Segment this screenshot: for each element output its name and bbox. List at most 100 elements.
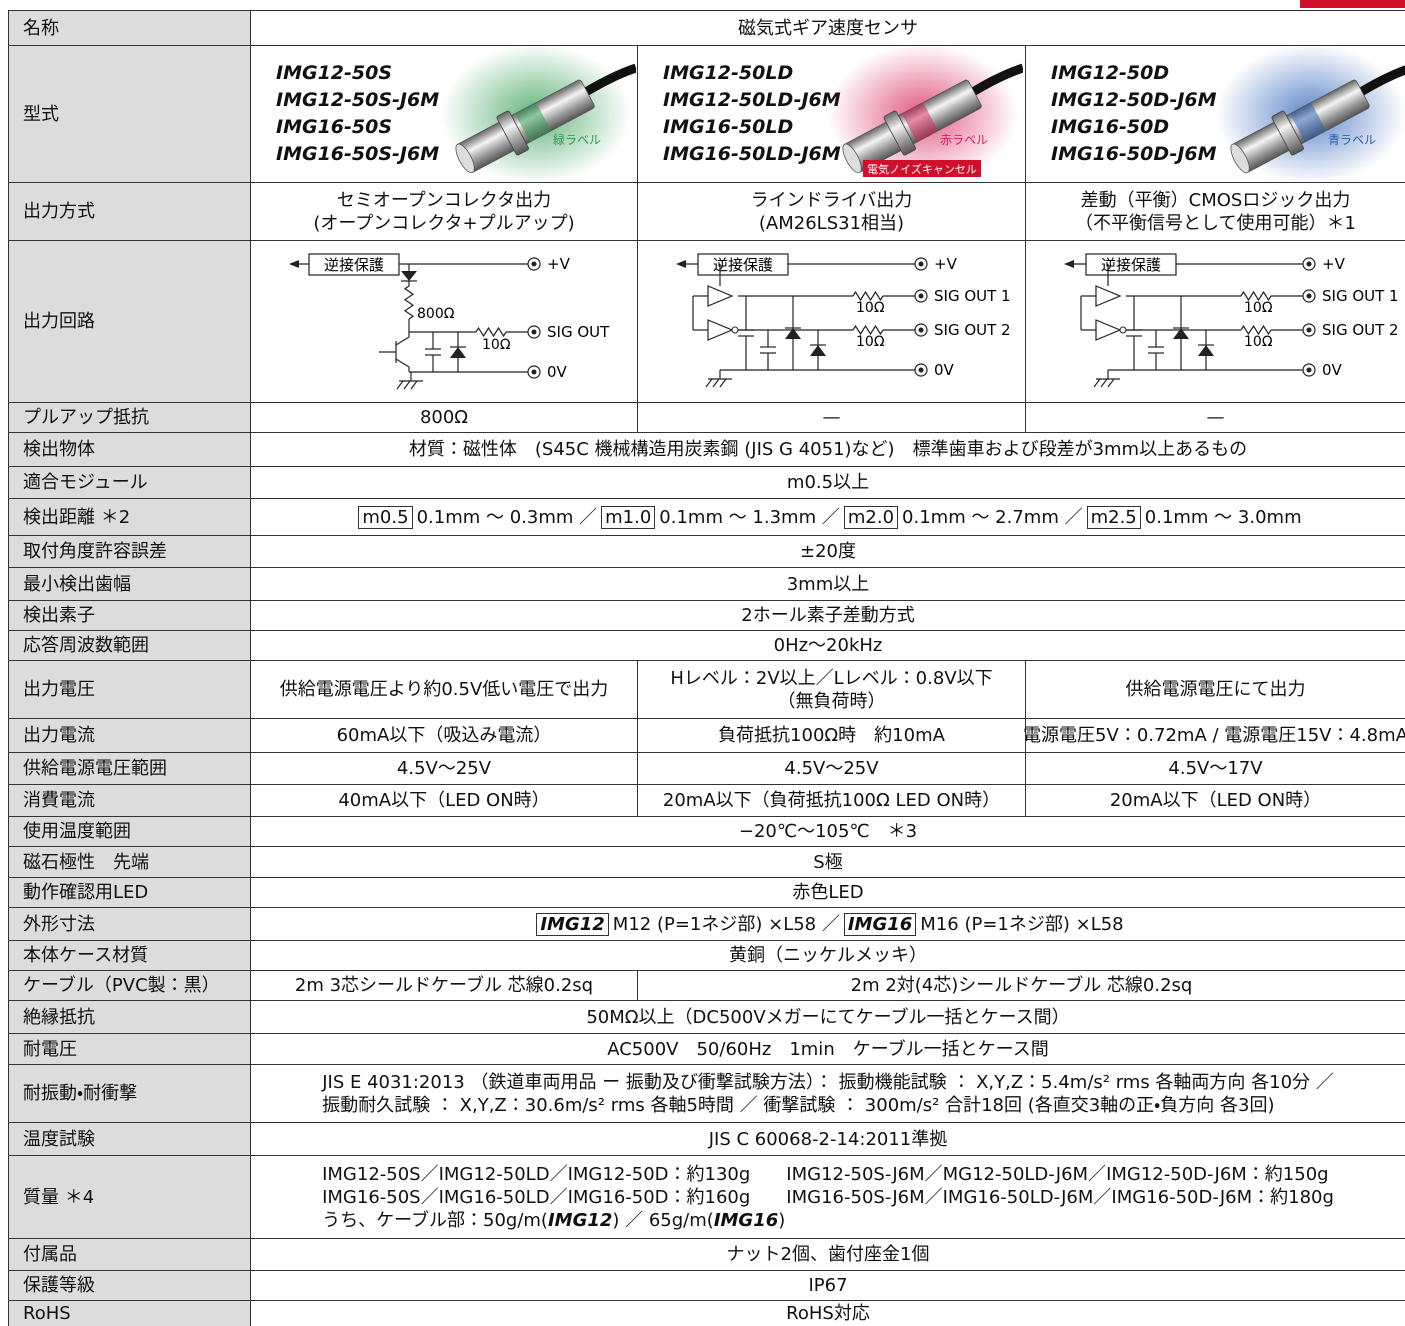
text-line: IMG12 M12 (P=1ネジ部) ×L58 ／ IMG16 M16 (P=1ネジ部…: [532, 912, 1124, 936]
text-segment: M12 (P=1ネジ部) ×L58 ／: [612, 913, 840, 935]
arrow-head: [676, 260, 686, 268]
protect-label: 逆接保護: [1101, 256, 1161, 274]
row-label: 出力電流: [9, 719, 251, 753]
cell-text: RoHS対応: [786, 1302, 870, 1325]
diode: [1198, 345, 1214, 356]
cell-text: 黄銅（ニッケルメッキ）: [729, 944, 927, 967]
text-segment: うち、ケーブル部：50g/m(: [322, 1209, 548, 1231]
row-label: RoHS: [9, 1301, 251, 1326]
model-name: IMG12-50D-J6M: [1051, 89, 1217, 111]
resistor: [403, 285, 415, 320]
text-line: m0.5以上: [786, 472, 870, 493]
text-line: (AM26LS31相当): [758, 212, 905, 234]
value-cell: JIS E 4031:2013 （鉄道車両用品 ー 振動及び衝撃試験方法）： 振…: [251, 1065, 1405, 1123]
cell-text: 50MΩ以上（DC500Vメガーにてケーブル一括とケース間）: [586, 1006, 1069, 1029]
text-line: 4.5V～17V: [1168, 758, 1263, 779]
terminal-label: SIG OUT 2: [1322, 321, 1399, 339]
text-segment: ) ／ 65g/m(: [612, 1209, 714, 1231]
sensor-nut: [883, 110, 916, 156]
model-name: IMG16-50LD: [663, 116, 794, 138]
driver: [1095, 319, 1122, 341]
row-label: 動作確認用LED: [9, 878, 251, 908]
value-cell: 3mm以上: [251, 568, 1405, 601]
value-cell: S極: [251, 847, 1405, 878]
value-cell: セミオープンコレクタ出力 (オープンコレクタ+プルアップ): [251, 183, 638, 241]
text-segment: IMG16: [713, 1209, 779, 1231]
model-name: IMG16-50D: [1051, 116, 1170, 138]
cell-text: 3mm以上: [787, 573, 870, 596]
wire: [719, 378, 727, 388]
value-cell: IMG12 M12 (P=1ネジ部) ×L58 ／ IMG16 M16 (P=1ネジ部…: [251, 908, 1405, 941]
cell-text: —: [823, 406, 841, 429]
row-label: 取付角度許容誤差: [9, 536, 251, 568]
driver: [1095, 285, 1122, 307]
cell-text: m0.5 0.1mm ～ 0.3mm ／ m1.0 0.1mm ～ 1.3mm ／ m2…: [354, 505, 1302, 529]
cell-text: 800Ω: [420, 406, 468, 429]
text-line: ラインドライバ出力: [750, 189, 913, 211]
value-cell: 供給電源電圧にて出力: [1026, 661, 1405, 719]
label-tag: 赤ラベル: [940, 133, 988, 147]
text-line: 磁気式ギア速度センサ: [738, 17, 918, 39]
model-name: IMG12-50D: [1051, 62, 1170, 84]
row-label: 出力電圧: [9, 661, 251, 719]
resistor-label: 10Ω: [482, 337, 511, 353]
sensor-nut: [1271, 110, 1304, 156]
text-line: セミオープンコレクタ出力: [336, 189, 552, 211]
text-segment: IMG16: [843, 912, 917, 936]
value-cell: ラインドライバ出力 (AM26LS31相当): [638, 183, 1026, 241]
circuit-cell: 逆接保護 +V 800Ω 10Ω SIG OUT 0V: [251, 241, 638, 403]
cell-text: 60mA以下（吸込み電流）: [337, 724, 552, 747]
text-line: 振動耐久試験 ： X,Y,Z：30.6m/s² rms 各軸5時間 ／ 衝撃試験…: [322, 1094, 1275, 1116]
text-line: IMG12-50S／IMG12-50LD／IMG12-50D：約130g IMG…: [322, 1163, 1329, 1185]
text-line: 2m 2対(4芯)シールドケーブル 芯線0.2sq: [850, 975, 1193, 996]
text-line: JIS C 60068-2-14:2011準拠: [708, 1128, 948, 1150]
sensor: [1230, 79, 1370, 174]
text-line: m0.5 0.1mm ～ 0.3mm ／ m1.0 0.1mm ～ 1.3mm ／ m2…: [354, 505, 1302, 529]
cell-text: 2m 3芯シールドケーブル 芯線0.2sq: [295, 974, 593, 997]
driver: [707, 319, 734, 341]
terminal-dot: [531, 369, 537, 375]
value-cell: IP67: [251, 1271, 1405, 1301]
cell-text: —: [1207, 406, 1225, 429]
wire: [1107, 378, 1115, 388]
cell-text: 4.5V～25V: [784, 757, 878, 780]
model-name: IMG16-50LD-J6M: [663, 143, 841, 165]
badge-text: 電気ノイズキャンセル: [867, 162, 977, 176]
cell-text: −20℃～105℃ ＊3: [739, 820, 917, 843]
text-line: 黄銅（ニッケルメッキ）: [729, 945, 927, 966]
text-line: IP67: [808, 1275, 848, 1296]
terminal-dot: [531, 329, 537, 335]
sensor-image: 青ラベル: [1216, 46, 1405, 182]
circuit-diagram: 逆接保護 +V 10Ω SIG OUT 1 10Ω SIG OUT 2 0V: [676, 253, 1011, 388]
text-segment: 0.1mm ～ 3.0mm: [1144, 506, 1302, 528]
value-cell: 50MΩ以上（DC500Vメガーにてケーブル一括とケース間）: [251, 1001, 1405, 1034]
value-cell: ナット2個、歯付座金1個: [251, 1239, 1405, 1271]
text-line: 60mA以下（吸込み電流）: [336, 725, 552, 746]
cell-text: Hレベル：2V以上／Lレベル：0.8V以下 （無負荷時）: [670, 667, 992, 713]
cell-text: IMG12-50S／IMG12-50LD／IMG12-50D：約130g IMG…: [322, 1163, 1334, 1232]
text-line: 800Ω: [419, 407, 469, 428]
cell-text: S極: [813, 851, 842, 874]
wire: [410, 380, 418, 390]
value-cell: 4.5V～25V: [638, 753, 1026, 785]
terminal-label: 0V: [1322, 361, 1343, 379]
row-label: 磁石極性 先端: [9, 847, 251, 878]
value-cell: AC500V 50/60Hz 1min ケーブル一括とケース間: [251, 1034, 1405, 1065]
text-segment: ): [778, 1209, 786, 1231]
value-cell: 40mA以下（LED ON時）: [251, 785, 638, 817]
cell-text: 差動（平衡）CMOSロジック出力 （不平衡信号として使用可能）＊1: [1075, 189, 1356, 235]
value-cell: 2m 2対(4芯)シールドケーブル 芯線0.2sq: [638, 971, 1405, 1001]
cell-text: ラインドライバ出力 (AM26LS31相当): [751, 189, 913, 235]
row-label: 外形寸法: [9, 908, 251, 941]
row-label: 名称: [9, 11, 251, 46]
wire: [1093, 378, 1101, 388]
value-cell: 磁気式ギア速度センサ: [251, 11, 1405, 46]
cell-text: ナット2個、歯付座金1個: [727, 1243, 930, 1266]
value-cell: 供給電源電圧より約0.5V低い電圧で出力: [251, 661, 638, 719]
row-label: 消費電流: [9, 785, 251, 817]
value-cell: ±20度: [251, 536, 1405, 568]
value-cell: 60mA以下（吸込み電流）: [251, 719, 638, 753]
value-cell: 負荷抵抗100Ω時 約10mA: [638, 719, 1026, 753]
text-line: （無負荷時）: [777, 690, 886, 712]
